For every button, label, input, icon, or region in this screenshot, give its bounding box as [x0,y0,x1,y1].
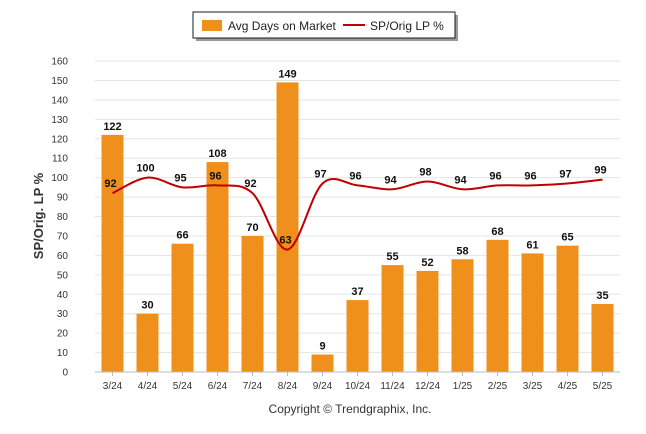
line-value-label: 92 [104,178,116,190]
y-tick-label: 120 [51,134,68,145]
bar [556,245,579,372]
bar-value-label: 52 [421,257,433,269]
legend-bar-label: Avg Days on Market [228,19,336,33]
bar-series: 122 30 66 108 70 149 9 37 55 52 58 68 61 65 35 [101,68,614,372]
line-path [112,176,603,251]
bar-value-label: 30 [141,300,153,312]
line-value-label: 96 [349,170,361,182]
line-value-label: 96 [524,170,536,182]
x-tick-label: 8/24 [278,381,298,392]
line-value-label: 95 [174,172,186,184]
bar [381,265,404,372]
bar-value-label: 70 [246,222,258,234]
bar-value-label: 9 [319,341,325,353]
line-value-label: 99 [594,165,606,177]
y-tick-label: 160 [51,57,68,68]
x-tick-label: 1/25 [453,381,473,392]
line-value-label: 96 [209,170,221,182]
bar [591,303,614,372]
x-tick-label: 5/25 [593,381,613,392]
y-tick-label: 100 [51,173,68,184]
y-tick-label: 60 [57,251,69,262]
y-tick-label: 140 [51,95,68,106]
x-tick-label: 4/24 [138,381,158,392]
line-value-label: 96 [489,170,501,182]
y-tick-label: 80 [57,212,69,223]
bar-value-label: 37 [351,286,363,298]
bar-value-label: 149 [278,68,296,80]
legend-line-label: SP/Orig LP % [370,19,444,33]
x-tick-label: 10/24 [345,381,370,392]
legend: Avg Days on Market SP/Orig LP % [192,11,458,41]
bar [416,270,439,372]
y-tick-label: 70 [57,231,69,242]
bar [451,259,474,372]
y-axis-ticks: 0 10 20 30 40 50 60 70 80 90 100 110 120 130 140 150 160 [51,57,68,379]
y-tick-label: 10 [57,348,69,359]
bar-value-label: 122 [103,121,121,133]
y-tick-label: 40 [57,290,69,301]
line-value-label: 94 [454,174,467,186]
y-axis-title: SP/Orig. LP % [31,172,46,259]
x-tick-label: 9/24 [313,381,333,392]
bar [311,354,334,372]
line-value-label: 100 [136,163,154,175]
copyright-text: Copyright © Trendgraphix, Inc. [269,402,432,416]
y-tick-label: 110 [52,154,68,165]
bar [101,134,124,372]
line-series: 92 100 95 96 92 63 97 96 94 98 94 96 96 97 99 [104,163,607,251]
bar [136,313,159,372]
x-axis-ticks: 3/24 4/24 5/24 6/24 7/24 8/24 9/24 10/24 11/24 12… [103,372,613,392]
x-tick-label: 12/24 [415,381,440,392]
line-value-label: 92 [244,178,256,190]
y-tick-label: 0 [62,368,68,379]
bar [206,162,229,372]
line-value-label: 97 [314,168,326,180]
legend-bar-swatch [202,20,222,31]
bar-value-label: 65 [561,232,573,244]
line-value-label: 63 [279,235,291,247]
bar-value-label: 35 [596,290,608,302]
x-tick-label: 11/24 [380,381,405,392]
x-tick-label: 2/25 [488,381,508,392]
bar [276,82,299,372]
y-tick-label: 50 [57,270,69,281]
bar [346,300,369,372]
bar [241,235,264,372]
x-tick-label: 5/24 [173,381,193,392]
bar-value-label: 68 [491,226,503,238]
bar-value-label: 58 [456,245,468,257]
line-value-label: 97 [559,168,571,180]
bar-value-label: 108 [208,148,226,160]
y-tick-label: 130 [51,115,68,126]
y-tick-label: 20 [57,329,69,340]
bar-value-label: 55 [386,251,398,263]
x-tick-label: 3/25 [523,381,543,392]
bar-value-label: 66 [176,230,188,242]
line-value-label: 98 [419,167,431,179]
x-tick-label: 3/24 [103,381,123,392]
y-tick-label: 90 [57,193,69,204]
bar [171,243,194,372]
line-value-label: 94 [384,174,397,186]
y-tick-label: 30 [57,309,69,320]
x-tick-label: 7/24 [243,381,263,392]
y-tick-label: 150 [51,76,68,87]
x-tick-label: 4/25 [558,381,578,392]
x-tick-label: 6/24 [208,381,228,392]
bar [486,239,509,372]
bar [521,253,544,372]
bar-value-label: 61 [526,239,538,251]
